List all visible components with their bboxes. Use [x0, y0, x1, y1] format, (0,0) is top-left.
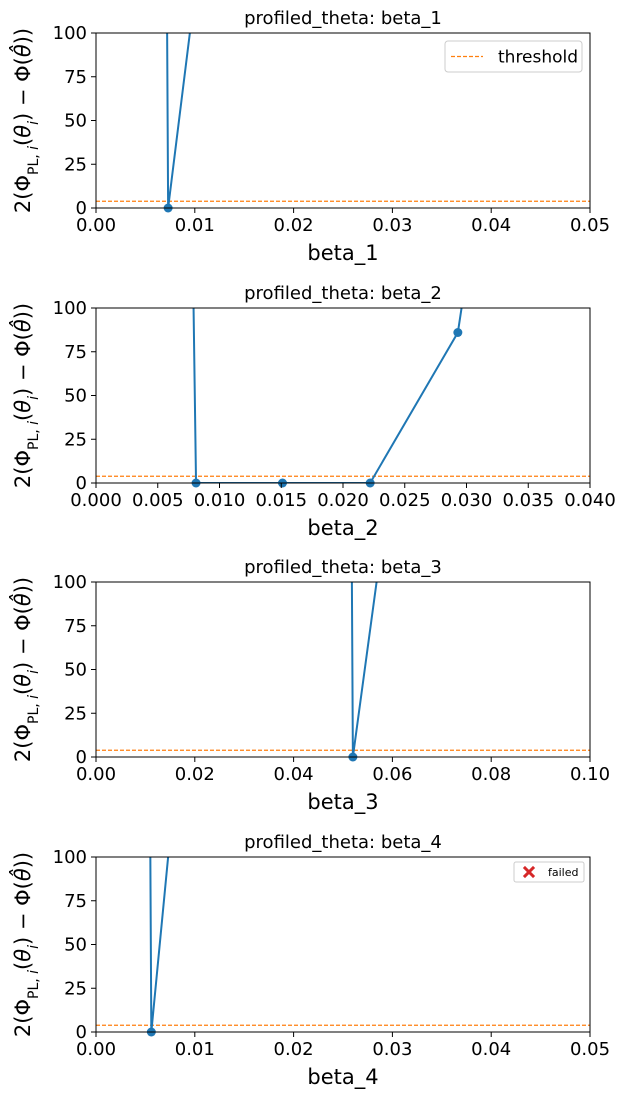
- subplot-3: profiled_theta: beta_3 0.00 0.02 0.04 0.06 0.…: [9, 557, 610, 815]
- data-layer: [350, 582, 378, 757]
- data-layer: [166, 33, 191, 208]
- x-tick-label: 0.000: [70, 490, 122, 511]
- subplot-2: profiled_theta: beta_2 0.000 0.005 0.010 0.0…: [9, 283, 616, 541]
- x-tick-label: 0.005: [132, 490, 184, 511]
- data-layer: [192, 308, 463, 483]
- x-tick-label: 0.025: [379, 490, 431, 511]
- subplot-4: profiled_theta: beta_4 0.00 0.01 0.02 0.03 0.…: [9, 832, 610, 1090]
- chart-title: profiled_theta: beta_4: [244, 832, 442, 853]
- x-tick-label: 0.03: [372, 1039, 412, 1060]
- x-tick-label: 0.015: [255, 490, 307, 511]
- y-tick-label: 25: [64, 703, 87, 724]
- x-tick-label: 0.035: [502, 490, 554, 511]
- y-tick-label: 0: [76, 198, 87, 219]
- x-tick-label: 0.01: [175, 1039, 215, 1060]
- y-tick-label: 75: [64, 342, 87, 363]
- y-axis-label: 2(ΦPL, i(θi) − Φ(θ̂)): [9, 852, 42, 1037]
- x-tick-label: 0.02: [175, 764, 215, 785]
- legend-box: [444, 40, 583, 73]
- y-tick-label: 75: [64, 616, 87, 637]
- chart-title: profiled_theta: beta_2: [244, 283, 442, 304]
- x-axis-label: beta_3: [307, 790, 378, 815]
- y-tick-label: 100: [53, 298, 87, 319]
- y-tick-label: 100: [53, 572, 87, 593]
- axes-frame: [95, 856, 591, 1033]
- x-axis-label: beta_4: [307, 1065, 378, 1090]
- x-tick-label: 0.00: [76, 764, 116, 785]
- x-tick-label: 0.02: [274, 215, 314, 236]
- x-axis-label: beta_1: [307, 241, 378, 266]
- y-tick-label: 50: [64, 386, 87, 407]
- y-tick-label: 25: [64, 978, 87, 999]
- chart-title: profiled_theta: beta_3: [244, 557, 442, 578]
- y-axis-label: 2(ΦPL, i(θi) − Φ(θ̂)): [9, 28, 42, 213]
- data-layer: [149, 857, 170, 1032]
- y-tick-label: 0: [76, 1022, 87, 1043]
- x-tick-label: 0.00: [76, 1039, 116, 1060]
- y-tick-label: 100: [53, 23, 87, 44]
- series-line: [192, 308, 463, 483]
- y-tick-label: 0: [76, 747, 87, 768]
- x-tick-label: 0.01: [175, 215, 215, 236]
- x-tick-label: 0.05: [570, 1039, 610, 1060]
- y-tick-label: 50: [64, 111, 87, 132]
- y-tick-label: 100: [53, 847, 87, 868]
- axes-frame: [95, 307, 591, 484]
- y-tick-label: 25: [64, 154, 87, 175]
- y-tick-label: 50: [64, 935, 87, 956]
- x-tick-label: 0.08: [471, 764, 511, 785]
- axes-frame: [95, 581, 591, 758]
- subplot-1: profiled_theta: beta_1 0.00 0.01 0.02 0.03 0.…: [9, 8, 610, 266]
- x-tick-label: 0.040: [564, 490, 616, 511]
- x-tick-label: 0.02: [274, 1039, 314, 1060]
- y-tick-label: 75: [64, 67, 87, 88]
- data-point: [453, 328, 463, 337]
- legend-label: threshold: [498, 48, 578, 68]
- series-line: [166, 33, 191, 208]
- y-tick-label: 75: [64, 891, 87, 912]
- x-tick-label: 0.04: [274, 764, 314, 785]
- x-tick-label: 0.00: [76, 215, 116, 236]
- y-tick-label: 25: [64, 429, 87, 450]
- legend-box: [513, 861, 585, 883]
- x-tick-label: 0.10: [570, 764, 610, 785]
- x-tick-label: 0.04: [471, 215, 511, 236]
- x-tick-label: 0.05: [570, 215, 610, 236]
- x-tick-label: 0.020: [317, 490, 369, 511]
- chart-title: profiled_theta: beta_1: [244, 8, 442, 29]
- legend-failed-marker: [522, 865, 536, 879]
- y-tick-label: 0: [76, 473, 87, 494]
- y-tick-label: 50: [64, 660, 87, 681]
- x-tick-label: 0.03: [372, 215, 412, 236]
- y-axis-label: 2(ΦPL, i(θi) − Φ(θ̂)): [9, 577, 42, 762]
- x-axis-label: beta_2: [307, 516, 378, 541]
- legend-label: failed: [548, 866, 578, 879]
- series-line: [350, 582, 378, 757]
- x-tick-label: 0.06: [372, 764, 412, 785]
- series-line: [149, 857, 170, 1032]
- x-tick-label: 0.010: [194, 490, 246, 511]
- y-axis-label: 2(ΦPL, i(θi) − Φ(θ̂)): [9, 303, 42, 488]
- x-tick-label: 0.030: [441, 490, 493, 511]
- x-tick-label: 0.04: [471, 1039, 511, 1060]
